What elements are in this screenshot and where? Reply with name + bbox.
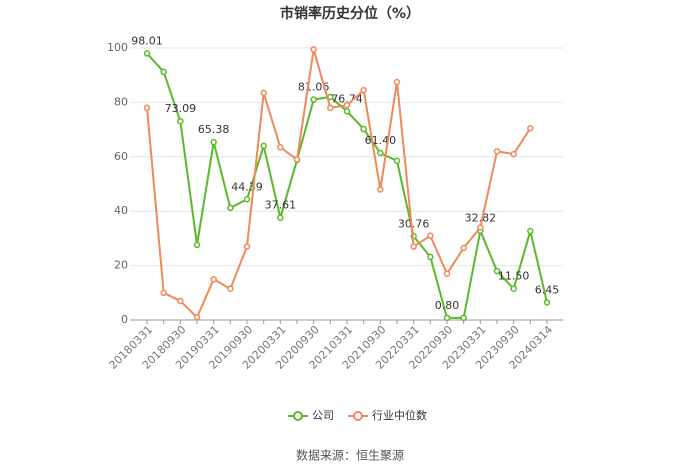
value-label: 44.39 <box>231 180 263 193</box>
point <box>260 142 267 150</box>
value-label: 81.06 <box>298 81 330 94</box>
source: 数据来源：恒生聚源 <box>296 448 404 463</box>
point <box>427 253 434 261</box>
point <box>160 289 167 297</box>
point <box>527 124 534 132</box>
point <box>177 297 184 305</box>
point <box>227 204 234 212</box>
y-tick-label: 40 <box>114 204 128 217</box>
point <box>160 68 167 76</box>
y-tick-label: 0 <box>121 313 128 326</box>
point <box>510 150 517 158</box>
point <box>493 267 501 275</box>
y-tick-label: 80 <box>114 95 128 108</box>
point <box>443 270 451 278</box>
value-label: 37.61 <box>265 199 297 212</box>
point <box>277 214 284 221</box>
point <box>493 148 501 155</box>
value-label: 73.09 <box>165 102 197 115</box>
point <box>543 299 551 306</box>
legend-label: 公司 <box>312 409 334 422</box>
value-label: 30.76 <box>398 217 430 230</box>
point <box>143 104 151 112</box>
chart-title: 市销率历史分位（%） <box>280 5 420 22</box>
point <box>427 232 434 239</box>
series-line <box>146 49 532 320</box>
point <box>210 138 217 146</box>
point <box>210 275 217 283</box>
point <box>193 241 201 249</box>
legend-label: 行业中位数 <box>372 408 427 422</box>
point <box>477 224 484 231</box>
point <box>460 244 467 252</box>
point <box>460 314 467 322</box>
point <box>377 149 384 157</box>
point <box>177 117 184 125</box>
value-label: 65.38 <box>198 123 230 136</box>
point <box>443 314 451 322</box>
value-label: 32.82 <box>465 212 497 225</box>
point <box>343 108 351 115</box>
y-tick-label: 20 <box>114 259 128 272</box>
legend-marker <box>293 411 303 421</box>
value-label: 98.01 <box>131 34 163 47</box>
point <box>277 144 284 151</box>
point <box>193 314 201 321</box>
value-label: 61.40 <box>365 134 397 147</box>
point <box>410 243 417 250</box>
point <box>360 86 367 94</box>
value-label: 11.50 <box>498 270 530 283</box>
point <box>260 89 267 97</box>
point <box>393 78 401 86</box>
point <box>510 285 517 292</box>
point <box>143 50 151 57</box>
legend-marker <box>353 411 363 421</box>
point <box>360 125 367 133</box>
point <box>393 157 401 165</box>
y-tick-label: 60 <box>114 150 128 163</box>
value-label: 0.80 <box>435 299 460 312</box>
point <box>243 243 251 250</box>
point <box>377 186 384 193</box>
point <box>527 227 534 235</box>
point <box>310 46 317 53</box>
point <box>293 156 301 163</box>
point <box>327 104 334 112</box>
point <box>343 101 351 109</box>
point <box>227 285 234 292</box>
value-label: 6.45 <box>535 283 560 296</box>
point <box>243 196 251 203</box>
point <box>310 96 317 103</box>
y-tick-label: 100 <box>107 41 128 54</box>
value-label: 76.74 <box>331 92 363 105</box>
